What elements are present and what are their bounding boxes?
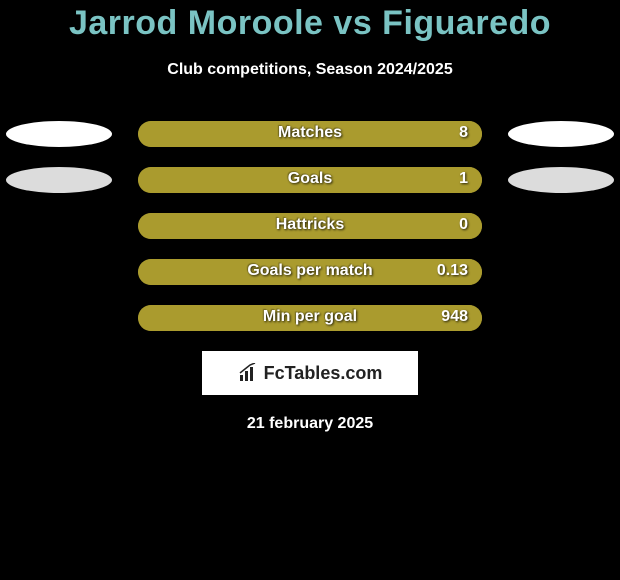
stat-rows: Matches8 Goals1 Hattricks0 Goals per match0… [0, 121, 620, 331]
subtitle: Club competitions, Season 2024/2025 [0, 61, 620, 79]
stat-bar: Goals1 [138, 167, 482, 193]
stat-row: Min per goal948 [0, 305, 620, 331]
left-marker [6, 121, 112, 147]
stat-bar: Goals per match0.13 [138, 259, 482, 285]
date-text: 21 february 2025 [0, 415, 620, 433]
brand-chart-icon [238, 363, 260, 383]
stat-bar: Min per goal948 [138, 305, 482, 331]
stat-bar-fill [138, 305, 482, 331]
stats-card: Jarrod Moroole vs Figuaredo Club competi… [0, 0, 620, 433]
stat-bar-fill [138, 121, 482, 147]
stat-row: Goals1 [0, 167, 620, 193]
stat-bar-fill [138, 213, 482, 239]
right-marker [508, 121, 614, 147]
stat-row: Goals per match0.13 [0, 259, 620, 285]
stat-bar: Matches8 [138, 121, 482, 147]
stat-bar-fill [138, 167, 482, 193]
right-marker [508, 167, 614, 193]
stat-row: Matches8 [0, 121, 620, 147]
stat-bar-fill [138, 259, 482, 285]
page-title: Jarrod Moroole vs Figuaredo [0, 4, 620, 43]
brand-badge: FcTables.com [202, 351, 418, 395]
stat-row: Hattricks0 [0, 213, 620, 239]
brand-text: FcTables.com [264, 363, 383, 384]
left-marker [6, 167, 112, 193]
stat-bar: Hattricks0 [138, 213, 482, 239]
